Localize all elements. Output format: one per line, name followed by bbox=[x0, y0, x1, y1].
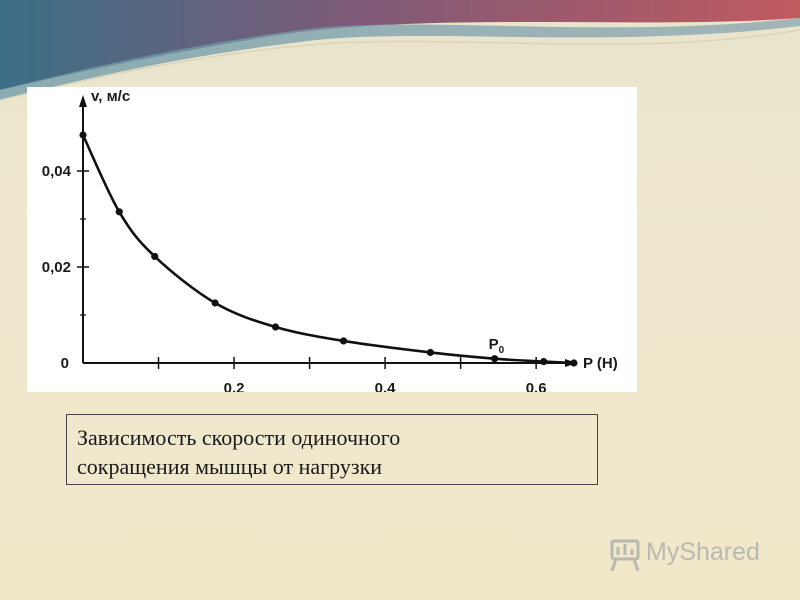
data-point bbox=[570, 359, 578, 367]
data-point bbox=[79, 131, 87, 139]
caption-line-1: Зависимость скорости одиночного bbox=[77, 425, 401, 450]
ticks bbox=[77, 170, 537, 369]
data-point bbox=[339, 337, 348, 345]
y-tick-label: 0 bbox=[61, 355, 69, 372]
y-axis-arrow bbox=[79, 95, 87, 107]
series-curve bbox=[81, 134, 574, 365]
brand-logo-icon bbox=[610, 539, 640, 572]
data-point bbox=[151, 252, 159, 261]
data-point bbox=[115, 208, 123, 216]
top-banner bbox=[0, 0, 800, 101]
chart-card: 0,2 0,4 0,6 0 0,02 0,04 v, м/с P (Н) P0 bbox=[27, 87, 637, 392]
data-point bbox=[426, 348, 435, 357]
data-point bbox=[271, 323, 280, 331]
x-axis-label: P (Н) bbox=[583, 355, 618, 372]
annotation-p0: P0 bbox=[489, 336, 505, 356]
y-axis-label: v, м/с bbox=[91, 88, 130, 105]
x-tick-label: 0,6 bbox=[526, 380, 547, 392]
curve-layer bbox=[81, 134, 574, 365]
y-tick-label: 0,02 bbox=[42, 259, 71, 276]
brand-text: MyShared bbox=[646, 538, 760, 566]
data-point bbox=[490, 355, 499, 363]
data-points bbox=[79, 131, 578, 367]
x-tick-label: 0,2 bbox=[224, 380, 245, 392]
axes bbox=[79, 95, 577, 367]
x-tick-label: 0,4 bbox=[375, 380, 397, 392]
caption-line-2: сокращения мышцы от нагрузки bbox=[77, 454, 383, 479]
labels: 0,2 0,4 0,6 0 0,02 0,04 v, м/с P (Н) P0 bbox=[42, 88, 618, 392]
y-tick-label: 0,04 bbox=[42, 163, 72, 180]
data-point bbox=[211, 299, 219, 307]
caption-box: Зависимость скорости одиночного сокращен… bbox=[66, 414, 598, 485]
chart: 0,2 0,4 0,6 0 0,02 0,04 v, м/с P (Н) P0 bbox=[42, 88, 618, 392]
data-point bbox=[540, 357, 548, 366]
